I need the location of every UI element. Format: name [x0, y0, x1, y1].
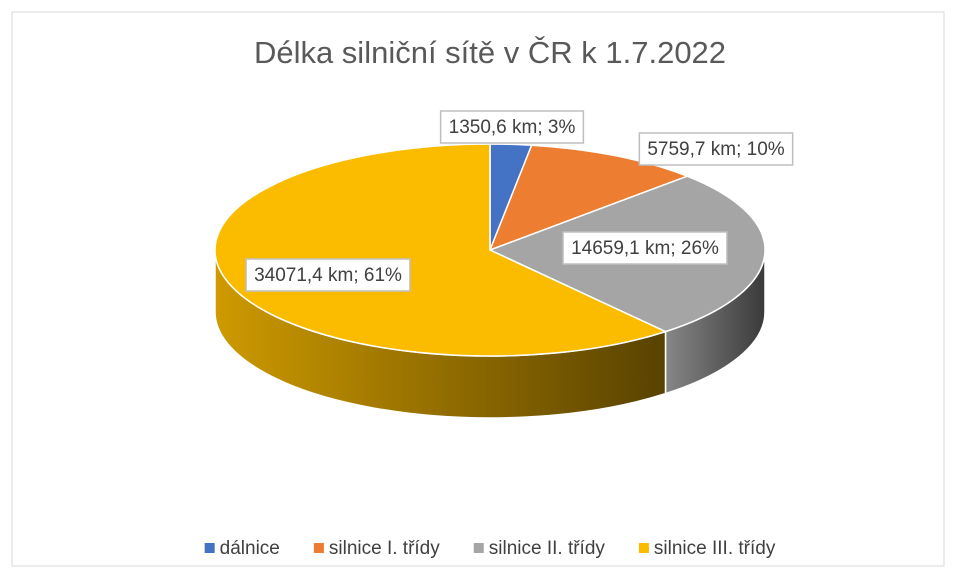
data-label: 1350,6 km; 3%: [449, 117, 576, 138]
legend-swatch: [204, 543, 215, 553]
legend-swatch: [313, 543, 324, 553]
data-label-box: [562, 231, 728, 265]
data-label: 34071,4 km; 61%: [254, 265, 402, 286]
pie-slice: [488, 144, 690, 252]
data-label-box: [439, 110, 585, 144]
legend-swatch: [638, 543, 649, 553]
chart-title: Délka silniční sítě v ČR k 1.7.2022: [254, 35, 726, 70]
legend-label: silnice I. třídy: [329, 538, 440, 559]
data-label-box: [638, 132, 794, 166]
legend-label: silnice III. třídy: [654, 538, 776, 559]
data-label: 5759,7 km; 10%: [647, 139, 784, 160]
legend-swatch: [473, 543, 484, 553]
data-label-box: [245, 258, 411, 292]
legend-label: silnice II. třídy: [489, 538, 606, 559]
legend-label: dálnice: [220, 538, 280, 559]
data-label: 14659,1 km; 26%: [571, 238, 719, 259]
pie-slice: [214, 143, 668, 357]
